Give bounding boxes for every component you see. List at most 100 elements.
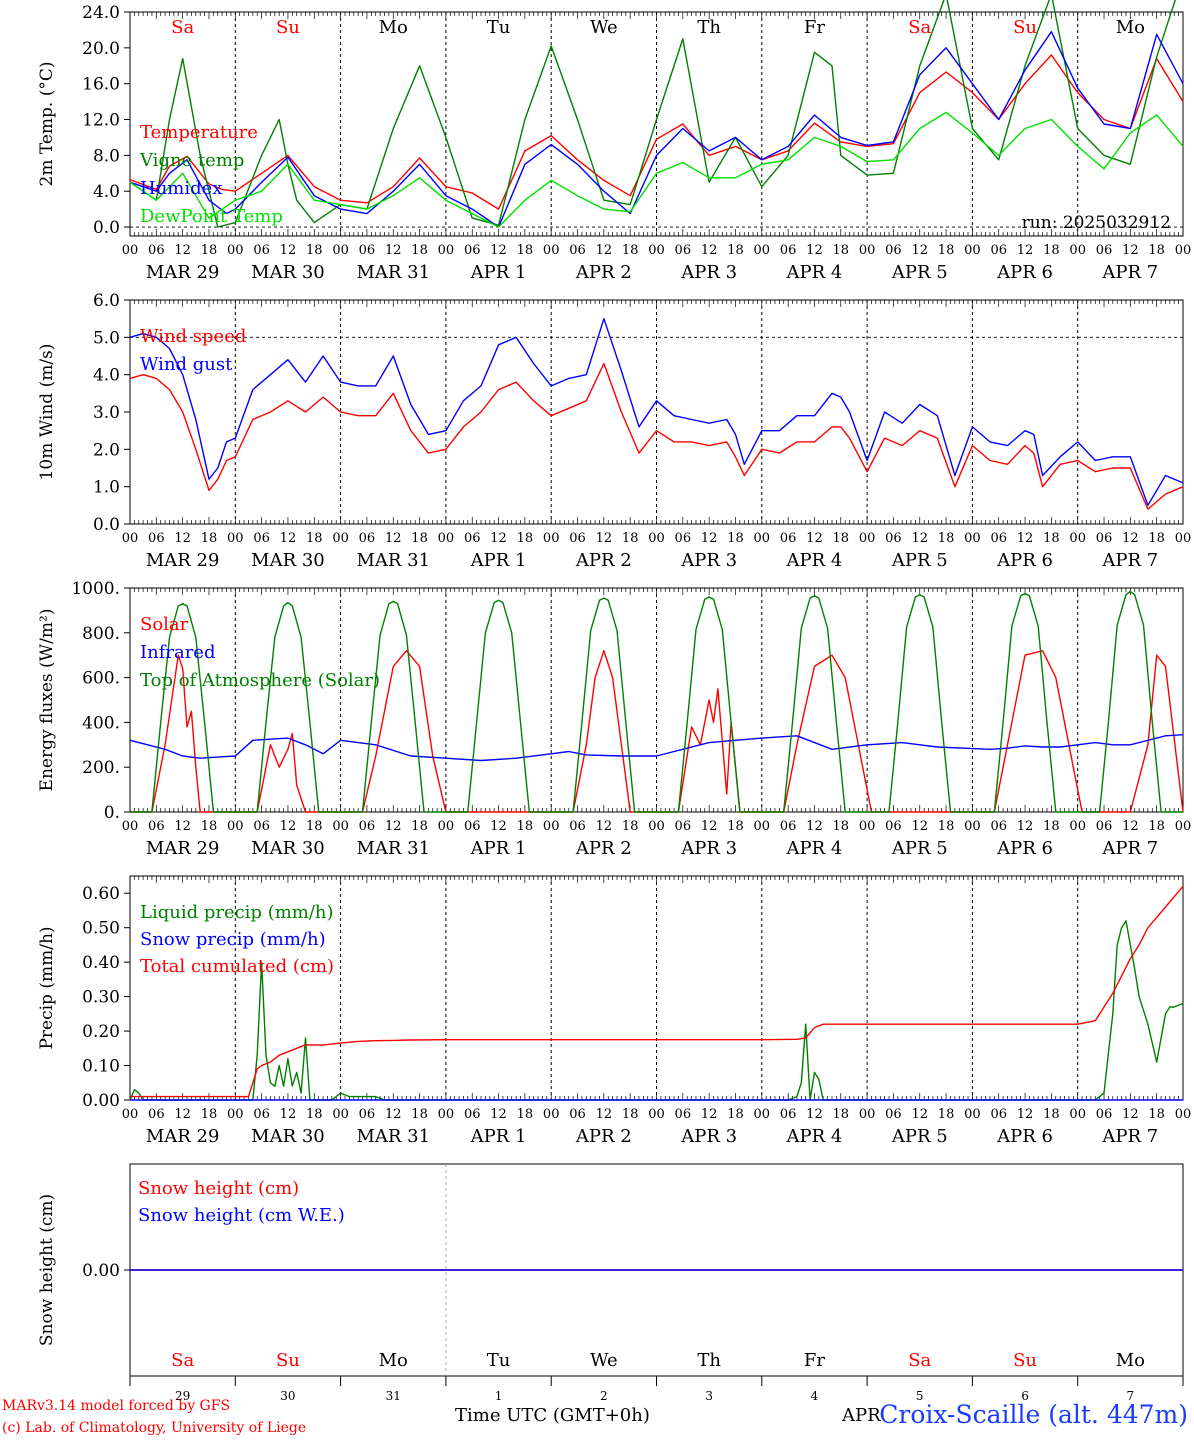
hour-label: 12 bbox=[701, 819, 718, 834]
day-number-label: 3 bbox=[705, 1389, 713, 1403]
hour-label: 18 bbox=[411, 1107, 428, 1122]
hour-label: 06 bbox=[464, 243, 481, 258]
day-number-label: 31 bbox=[386, 1389, 401, 1403]
weekday-label: Sa bbox=[908, 17, 931, 38]
station-name: Croix-Scaille (alt. 447m) bbox=[879, 1400, 1188, 1429]
hour-label: 00 bbox=[1175, 531, 1192, 546]
hour-label: 18 bbox=[622, 243, 639, 258]
y-tick-label: 5.0 bbox=[93, 328, 120, 348]
date-label: APR 6 bbox=[996, 262, 1053, 283]
series-line bbox=[129, 111, 1184, 228]
legend-entry: Solar bbox=[140, 614, 189, 635]
hour-label: 00 bbox=[122, 243, 139, 258]
weekday-label: We bbox=[590, 17, 618, 38]
hour-label: 06 bbox=[359, 243, 376, 258]
date-label: APR 3 bbox=[680, 262, 737, 283]
hour-label: 00 bbox=[754, 819, 771, 834]
day-number-label: 7 bbox=[1127, 1389, 1135, 1403]
hour-label: 12 bbox=[911, 1107, 928, 1122]
hour-label: 00 bbox=[227, 531, 244, 546]
hour-label: 18 bbox=[1043, 819, 1060, 834]
hour-label: 06 bbox=[148, 243, 165, 258]
hour-label: 12 bbox=[701, 243, 718, 258]
date-label: APR 5 bbox=[891, 1126, 948, 1147]
date-label: APR 4 bbox=[786, 1126, 843, 1147]
hour-label: 18 bbox=[1148, 243, 1165, 258]
hour-label: 06 bbox=[1096, 243, 1113, 258]
hour-label: 12 bbox=[1017, 243, 1034, 258]
hour-label: 06 bbox=[253, 819, 270, 834]
hour-label: 12 bbox=[806, 819, 823, 834]
hour-label: 06 bbox=[359, 819, 376, 834]
hour-label: 12 bbox=[1122, 531, 1139, 546]
date-label: APR 2 bbox=[575, 550, 632, 571]
hour-label: 00 bbox=[227, 819, 244, 834]
hour-label: 00 bbox=[1175, 243, 1192, 258]
weekday-label: Tu bbox=[487, 17, 511, 38]
weekday-label: Th bbox=[697, 1350, 721, 1371]
hour-label: 12 bbox=[701, 1107, 718, 1122]
hour-label: 00 bbox=[1175, 1107, 1192, 1122]
day-number-label: 5 bbox=[916, 1389, 924, 1403]
y-axis-label: Precip (mm/h) bbox=[37, 926, 57, 1049]
y-tick-label: 0.10 bbox=[82, 1057, 120, 1077]
day-number-label: 4 bbox=[811, 1389, 819, 1403]
day-number-label: 1 bbox=[495, 1389, 503, 1403]
hour-label: 06 bbox=[780, 1107, 797, 1122]
y-tick-label: 0. bbox=[104, 803, 120, 823]
hour-label: 06 bbox=[885, 1107, 902, 1122]
hour-label: 18 bbox=[727, 1107, 744, 1122]
date-label: MAR 29 bbox=[146, 262, 220, 283]
weekday-label: Su bbox=[1013, 1350, 1037, 1371]
date-label: APR 2 bbox=[575, 1126, 632, 1147]
hour-label: 18 bbox=[306, 1107, 323, 1122]
hour-label: 12 bbox=[280, 819, 297, 834]
hour-label: 00 bbox=[859, 819, 876, 834]
hour-label: 12 bbox=[174, 531, 191, 546]
legend-entry: Wind speed bbox=[140, 326, 246, 347]
date-label: MAR 30 bbox=[251, 1126, 325, 1147]
hour-label: 06 bbox=[569, 1107, 586, 1122]
hour-label: 18 bbox=[622, 531, 639, 546]
hour-label: 06 bbox=[253, 1107, 270, 1122]
weekday-label: Mo bbox=[1116, 17, 1145, 38]
y-tick-label: 200. bbox=[82, 758, 120, 778]
hour-label: 18 bbox=[1148, 1107, 1165, 1122]
panel-frame bbox=[129, 299, 1184, 525]
y-tick-label: 16.0 bbox=[82, 75, 120, 95]
hour-label: 12 bbox=[385, 819, 402, 834]
legend-entry: Liquid precip (mm/h) bbox=[140, 902, 334, 923]
y-tick-label: 8.0 bbox=[93, 146, 120, 166]
hour-label: 06 bbox=[359, 1107, 376, 1122]
hour-label: 18 bbox=[833, 531, 850, 546]
hour-label: 18 bbox=[1148, 819, 1165, 834]
date-label: MAR 29 bbox=[146, 550, 220, 571]
date-label: MAR 31 bbox=[356, 550, 430, 571]
hour-label: 06 bbox=[148, 531, 165, 546]
hour-label: 12 bbox=[1017, 819, 1034, 834]
hour-label: 18 bbox=[411, 531, 428, 546]
credit-line-2: (c) Lab. of Climatology, University of L… bbox=[2, 1420, 307, 1436]
date-label: APR 6 bbox=[996, 550, 1053, 571]
hour-label: 00 bbox=[543, 531, 560, 546]
hour-label: 12 bbox=[1017, 531, 1034, 546]
hour-label: 06 bbox=[990, 531, 1007, 546]
hour-label: 18 bbox=[727, 819, 744, 834]
y-tick-label: 0.60 bbox=[82, 884, 120, 904]
hour-label: 00 bbox=[227, 1107, 244, 1122]
hour-label: 06 bbox=[885, 243, 902, 258]
hour-label: 12 bbox=[385, 1107, 402, 1122]
hour-label: 18 bbox=[727, 531, 744, 546]
weekday-label: Fr bbox=[804, 1350, 825, 1371]
date-label: APR 4 bbox=[786, 838, 843, 859]
hour-label: 06 bbox=[464, 1107, 481, 1122]
hour-label: 18 bbox=[1148, 531, 1165, 546]
hour-label: 06 bbox=[675, 243, 692, 258]
hour-label: 12 bbox=[280, 1107, 297, 1122]
hour-label: 00 bbox=[122, 1107, 139, 1122]
hour-label: 06 bbox=[569, 819, 586, 834]
hour-label: 00 bbox=[964, 1107, 981, 1122]
hour-label: 06 bbox=[569, 243, 586, 258]
hour-label: 18 bbox=[411, 819, 428, 834]
run-annotation: run: 2025032912 bbox=[1022, 213, 1171, 233]
